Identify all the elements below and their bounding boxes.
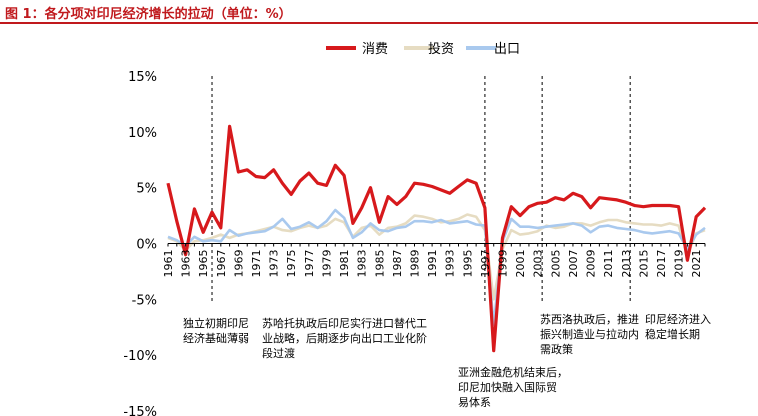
y-tick-label: -15%: [123, 405, 157, 416]
figure-title: 图 1：各分项对印尼经济增长的拉动（单位：%）: [5, 7, 292, 22]
x-tick-label: 2015: [637, 250, 650, 278]
x-tick-label: 1973: [268, 250, 281, 278]
x-tick-label: 2021: [690, 250, 703, 278]
x-tick-label: 2011: [602, 250, 615, 278]
y-tick-label: 0%: [136, 238, 157, 253]
x-tick-label: 1961: [162, 250, 175, 278]
divider-lines: [211, 76, 631, 302]
x-tick-label: 2019: [673, 250, 686, 278]
x-tick-label: 1969: [232, 249, 245, 277]
x-tick-label: 1999: [497, 250, 510, 278]
x-tick-label: 1977: [303, 250, 316, 278]
x-tick-label: 2017: [655, 250, 668, 278]
annotation-line: 苏哈托执政后印尼实行进口替代工: [262, 316, 427, 330]
legend-label: 投资: [428, 41, 454, 57]
annotation-line: 业战略，后期逐步向出口工业化阶: [262, 331, 427, 345]
annotations: 独立初期印尼经济基础薄弱苏哈托执政后印尼实行进口替代工业战略，后期逐步向出口工业…: [183, 312, 711, 409]
series-line-0: [166, 124, 707, 353]
annotation-line: 稳定增长期: [645, 327, 700, 341]
x-tick-label: 1997: [479, 250, 492, 278]
x-tick-label: 2007: [567, 250, 580, 278]
annotation-line: 经济基础薄弱: [183, 331, 249, 345]
y-axis: 15% 10% 5% 0% -5% -10% -15%: [123, 70, 157, 416]
x-tick-label: 2009: [585, 250, 598, 278]
annotation-line: 印尼加快融入国际贸: [458, 381, 557, 394]
annotation-line: 需政策: [540, 342, 573, 356]
y-tick-label: 5%: [136, 182, 157, 197]
series-lines: [166, 124, 707, 353]
x-tick-label: 1967: [215, 250, 228, 278]
x-tick-label: 2001: [514, 250, 527, 278]
annotation-line: 振兴制造业与拉动内: [540, 327, 639, 341]
annotation-line: 印尼经济进入: [645, 312, 711, 326]
legend: 消费 投资 出口: [326, 41, 520, 57]
x-tick-label: 1979: [320, 250, 333, 278]
y-tick-label: -5%: [132, 293, 157, 308]
x-tick-label: 1971: [250, 250, 263, 278]
x-axis: [167, 243, 706, 247]
x-tick-label: 2013: [620, 250, 633, 278]
annotation-line: 独立初期印尼: [183, 316, 249, 330]
x-tick-label: 1995: [461, 250, 474, 278]
x-tick-label: 2005: [549, 250, 562, 278]
y-tick-label: 10%: [128, 126, 157, 141]
x-tick-label: 1991: [426, 250, 439, 278]
x-tick-label: 1975: [285, 250, 298, 278]
x-tick-label: 1985: [373, 250, 386, 278]
y-tick-label: -10%: [123, 349, 157, 364]
legend-label: 消费: [362, 42, 388, 57]
x-tick-label: 1965: [197, 250, 210, 278]
x-tick-label: 2003: [532, 250, 545, 278]
x-tick-label: 1983: [356, 250, 369, 278]
x-tick-label: 1989: [408, 250, 421, 278]
annotation-line: 易体系: [458, 395, 491, 409]
series-line-2: [167, 208, 706, 327]
legend-label: 出口: [494, 42, 520, 57]
x-tick-label: 1987: [391, 250, 404, 278]
y-tick-label: 15%: [128, 70, 157, 85]
annotation-line: 苏西洛执政后，推进: [540, 312, 639, 326]
x-tick-label: 1993: [444, 250, 457, 278]
x-axis-ticks: 1961 1963 1965 1967 1969 1971 1973 1975 1977 1979…: [162, 249, 703, 277]
annotation-line: 亚洲金融危机结束后，: [458, 365, 568, 379]
annotation-line: 段过渡: [262, 346, 295, 360]
title-rule: [0, 22, 758, 24]
x-tick-label: 1963: [180, 250, 193, 278]
x-tick-label: 1981: [338, 250, 351, 278]
